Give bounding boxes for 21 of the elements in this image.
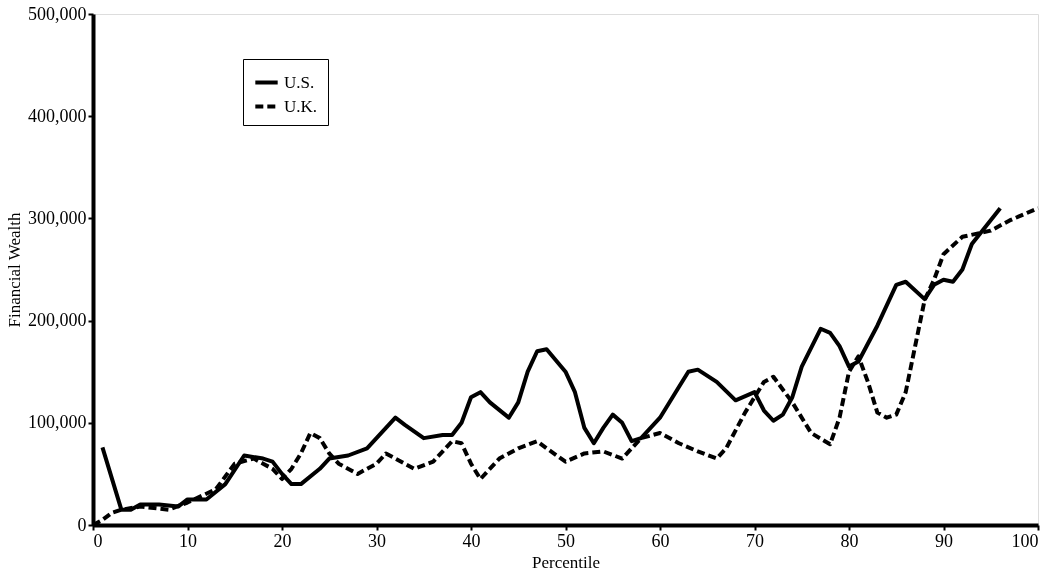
legend-label: U.S.: [284, 72, 315, 92]
x-tick-label: 20: [273, 530, 292, 551]
x-tick-label: 10: [179, 530, 197, 551]
y-axis-title: Financial Wealth: [5, 212, 24, 328]
y-tick-label: 400,000: [28, 105, 87, 126]
x-tick-label: 60: [651, 530, 670, 551]
y-tick-label: 100,000: [28, 412, 87, 433]
y-tick-label: 0: [77, 514, 87, 535]
x-tick-label: 40: [462, 530, 481, 551]
x-tick-label: 30: [368, 530, 386, 551]
x-tick-label: 100: [1011, 530, 1039, 551]
x-tick-label: 80: [840, 530, 859, 551]
x-axis-title: Percentile: [532, 552, 600, 572]
x-tick-label: 0: [93, 530, 103, 551]
y-tick-label: 300,000: [28, 207, 87, 228]
y-tick-label: 500,000: [28, 3, 87, 24]
x-tick-label: 90: [935, 530, 953, 551]
legend-label: U.K.: [284, 96, 318, 116]
x-tick-label: 50: [557, 530, 575, 551]
y-tick-label: 200,000: [28, 310, 87, 331]
x-tick-label: 70: [746, 530, 764, 551]
